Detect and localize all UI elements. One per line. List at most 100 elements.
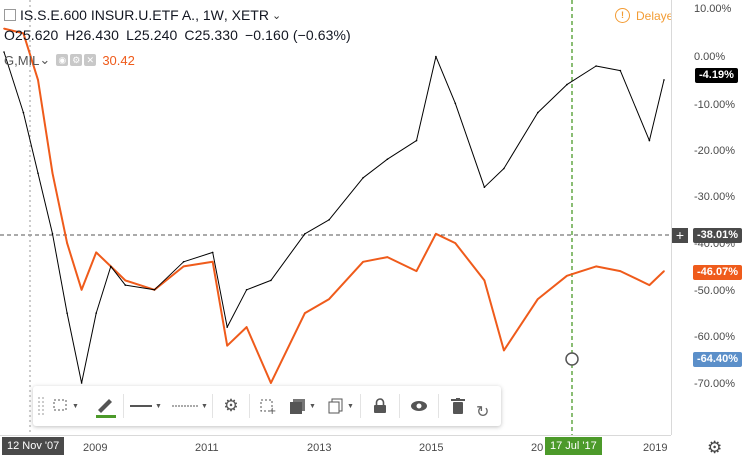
compare-series-point — [22, 32, 25, 35]
main-series-point — [619, 69, 622, 72]
line-style-button[interactable]: ▼ — [124, 386, 168, 426]
add-alert-icon: + — [260, 399, 276, 415]
main-series-point — [95, 312, 97, 314]
main-series-line — [3, 51, 665, 384]
plot-area[interactable] — [0, 0, 671, 435]
main-series-point — [182, 261, 185, 263]
main-series-point — [415, 139, 418, 142]
lock-icon — [374, 398, 386, 413]
compare-series-point — [415, 270, 418, 272]
drawing-anchor-handle[interactable] — [565, 352, 579, 366]
main-series-point — [386, 158, 389, 160]
undo-icon[interactable]: ↻ — [476, 404, 490, 421]
main-series-point — [51, 233, 54, 235]
visibility-icon — [411, 401, 427, 411]
y-tick: -70.00% — [694, 378, 735, 390]
clone-icon — [328, 398, 343, 414]
symbol-title[interactable]: IS.S.E.600 INSUR.U.ETF A. — [20, 7, 196, 23]
main-series-point — [226, 326, 228, 328]
compare-series-point — [619, 270, 622, 272]
close-value: C25.330 — [184, 27, 239, 43]
main-series-point — [537, 111, 539, 114]
x-tick: 20 — [531, 442, 544, 454]
compare-series-point — [503, 349, 505, 352]
chart-pane[interactable]: IS.S.E.600 INSUR.U.ETF A., 1W, XETR ⌄ O2… — [0, 0, 671, 435]
crosshair-price-label: -38.01% — [693, 228, 742, 243]
lock-button[interactable] — [361, 386, 399, 426]
compare-series-point — [663, 270, 665, 272]
price-scale[interactable] — [671, 0, 753, 435]
delayed-label: Delayed — [636, 8, 671, 23]
clone-button[interactable]: ▼ — [322, 386, 360, 426]
change-value: −0.160 (−0.63%) — [245, 27, 351, 43]
delayed-indicator[interactable]: ! Delayed — [615, 8, 671, 23]
x-tick: 2013 — [307, 442, 332, 454]
compare-symbol[interactable]: G,MIL — [4, 52, 40, 68]
compare-series-point — [124, 279, 127, 282]
compare-series-point — [211, 261, 214, 263]
main-series-point — [648, 139, 651, 142]
y-tick: -30.00% — [694, 191, 735, 203]
main-series-point — [566, 83, 568, 86]
main-series-price-label: -4.19% — [695, 68, 738, 83]
eye-icon[interactable]: ◉ — [56, 54, 69, 66]
gear-icon[interactable]: ⚙ — [707, 438, 723, 457]
compare-series-point — [270, 382, 272, 384]
chevron-down-icon[interactable]: ⌄ — [271, 9, 282, 22]
main-series-point — [124, 284, 127, 286]
compare-series-point — [362, 261, 364, 263]
compare-series-point — [80, 289, 83, 291]
compare-series-point — [454, 242, 457, 244]
svg-text:+: + — [268, 406, 276, 415]
compare-series-point — [595, 265, 597, 268]
main-series-point — [304, 233, 306, 235]
compare-series-line — [3, 27, 665, 384]
visibility-button[interactable] — [400, 386, 438, 426]
add-crosshair-icon[interactable]: + — [672, 228, 688, 243]
add-alert-button[interactable]: + — [250, 386, 284, 426]
compare-series-point — [304, 312, 306, 314]
collapse-legend-icon[interactable] — [4, 9, 16, 21]
close-icon[interactable]: ✕ — [84, 54, 97, 66]
delete-button[interactable] — [439, 386, 477, 426]
y-tick: -60.00% — [694, 331, 735, 343]
settings-icon: ⚙ — [223, 396, 239, 415]
compare-series-point — [3, 27, 5, 30]
settings-icon[interactable]: ⚙ — [70, 54, 83, 66]
symbol-legend[interactable]: IS.S.E.600 INSUR.U.ETF A., 1W, XETR ⌄ — [4, 7, 281, 23]
main-series-point — [110, 265, 112, 268]
line-style-icon — [130, 405, 153, 407]
brush-button[interactable] — [87, 386, 123, 426]
x-tick: 2015 — [419, 442, 444, 454]
drawing-toolbar: ▼ ▼ ▼ ⚙ + ▼ ▼ — [33, 386, 501, 426]
main-series-point — [503, 167, 505, 170]
main-series-point — [435, 55, 437, 58]
x-tick: 2019 — [643, 442, 668, 454]
crosshair-time-label: 17 Jul '17 — [545, 437, 602, 455]
compare-series-point — [182, 265, 185, 268]
compare-series-point — [245, 326, 248, 328]
main-series-point — [80, 382, 83, 384]
chevron-down-icon[interactable]: ⌄ — [39, 52, 51, 67]
template-button[interactable]: ▼ — [284, 386, 322, 426]
drag-handle[interactable] — [37, 396, 45, 416]
low-value: L25.240 — [126, 27, 178, 43]
y-tick: 10.00% — [694, 3, 732, 15]
x-tick: 2011 — [195, 442, 219, 454]
settings-button[interactable]: ⚙ — [213, 386, 249, 426]
brush-icon — [96, 399, 116, 418]
select-area-icon — [53, 399, 67, 411]
main-series-point — [483, 186, 486, 188]
compare-series-point — [435, 233, 437, 235]
y-tick: 0.00% — [694, 51, 726, 63]
main-series-point — [22, 111, 25, 114]
select-area-button[interactable]: ▼ — [45, 386, 87, 426]
exchange-label: XETR — [231, 7, 269, 23]
main-series-point — [211, 251, 214, 254]
compare-legend[interactable]: G,MIL ⌄ ◉ ⚙ ✕ 30.42 — [4, 52, 135, 68]
compare-series-point — [648, 284, 651, 286]
compare-series-point — [37, 79, 39, 81]
compare-series-point — [483, 279, 486, 282]
dotted-line-button[interactable]: ▼ — [168, 386, 212, 426]
main-series-point — [66, 312, 68, 314]
